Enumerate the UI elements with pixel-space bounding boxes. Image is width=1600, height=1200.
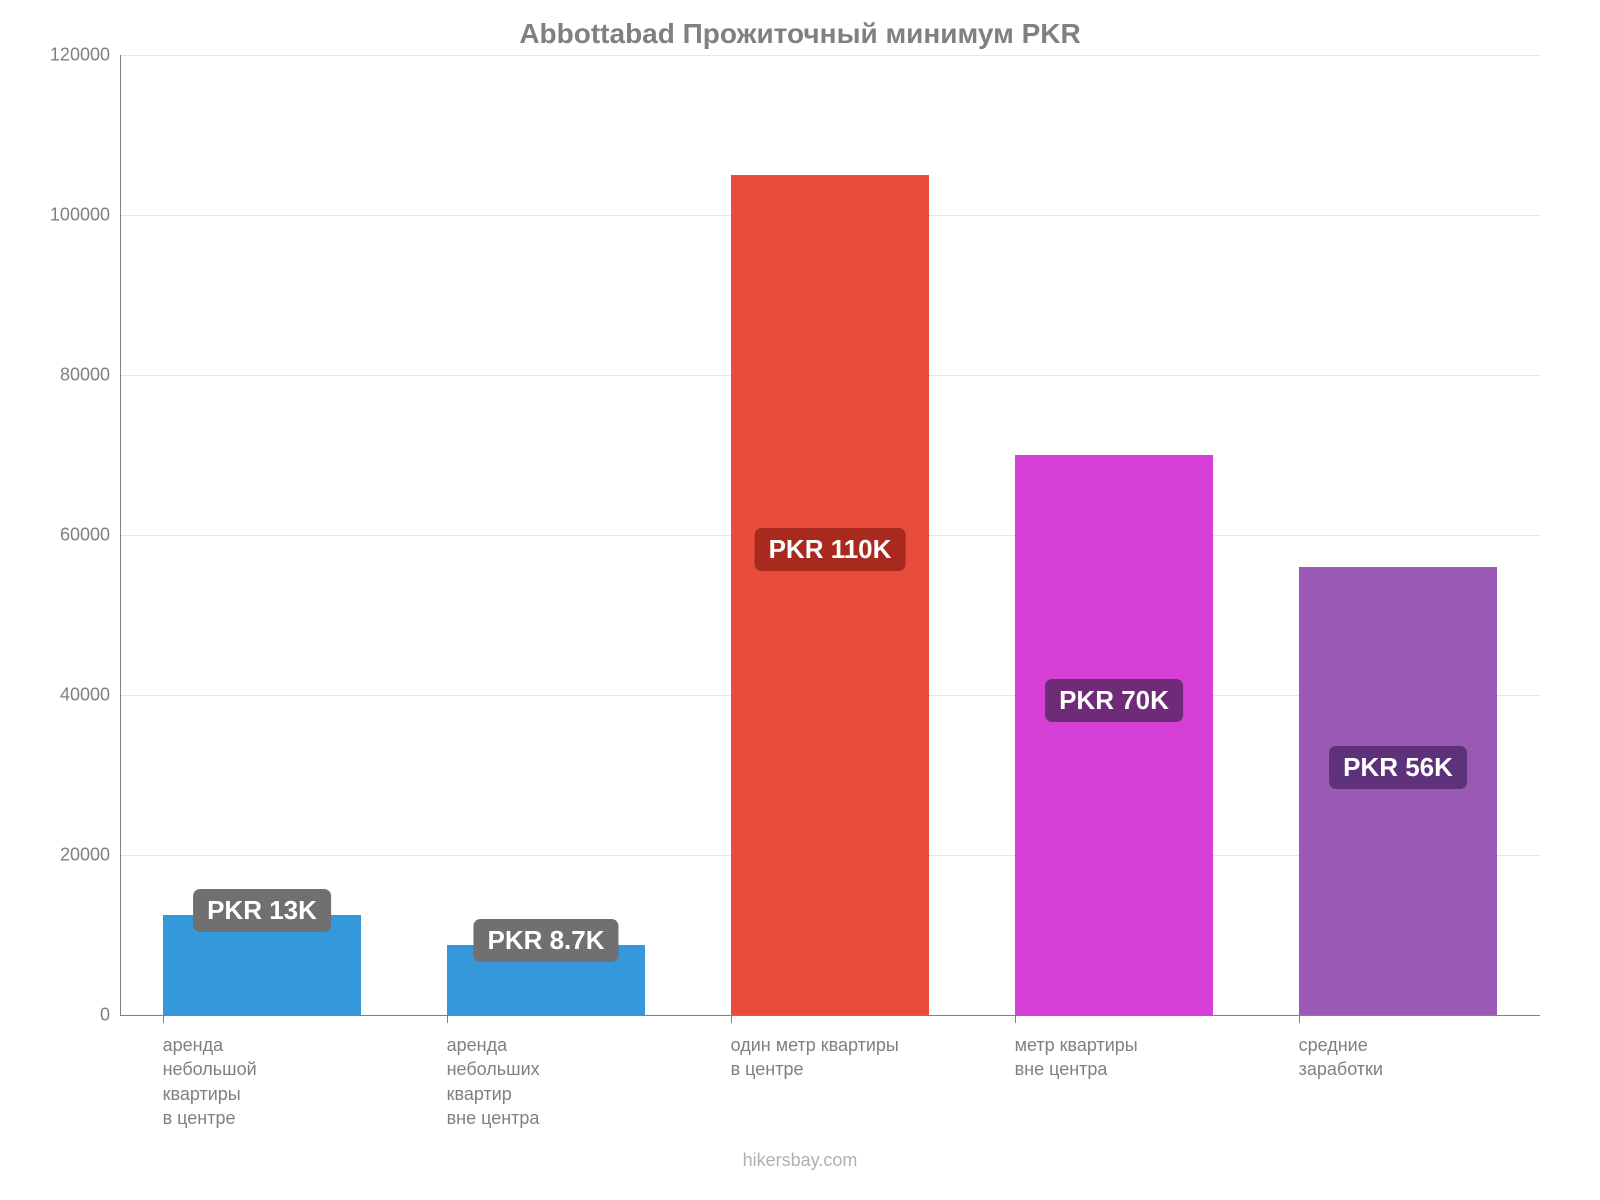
y-axis-line bbox=[120, 55, 121, 1015]
y-tick-label: 100000 bbox=[30, 205, 110, 226]
attribution: hikersbay.com bbox=[0, 1150, 1600, 1171]
y-tick-label: 60000 bbox=[30, 525, 110, 546]
gridline bbox=[120, 55, 1540, 56]
value-badge: PKR 8.7K bbox=[473, 919, 618, 962]
x-category-label: средниезаработки bbox=[1299, 1033, 1555, 1082]
bar bbox=[1299, 567, 1498, 1015]
bar bbox=[731, 175, 930, 1015]
x-tick bbox=[163, 1015, 164, 1023]
x-category-label: аренданебольшойквартирыв центре bbox=[163, 1033, 419, 1130]
plot-area: 020000400006000080000100000120000PKR 13K… bbox=[120, 55, 1540, 1015]
value-badge: PKR 110K bbox=[755, 528, 906, 571]
x-axis-line bbox=[120, 1015, 1540, 1016]
value-badge: PKR 70K bbox=[1045, 679, 1183, 722]
x-tick bbox=[447, 1015, 448, 1023]
y-tick-label: 20000 bbox=[30, 845, 110, 866]
x-category-label: метр квартирывне центра bbox=[1015, 1033, 1271, 1082]
value-badge: PKR 56K bbox=[1329, 746, 1467, 789]
bar bbox=[1015, 455, 1214, 1015]
x-tick bbox=[731, 1015, 732, 1023]
x-category-label: аренданебольшихквартирвне центра bbox=[447, 1033, 703, 1130]
y-tick-label: 120000 bbox=[30, 45, 110, 66]
x-category-label: один метр квартирыв центре bbox=[731, 1033, 987, 1082]
x-tick bbox=[1015, 1015, 1016, 1023]
y-tick-label: 0 bbox=[30, 1005, 110, 1026]
chart-title: Abbottabad Прожиточный минимум PKR bbox=[0, 18, 1600, 50]
y-tick-label: 80000 bbox=[30, 365, 110, 386]
y-tick-label: 40000 bbox=[30, 685, 110, 706]
value-badge: PKR 13K bbox=[193, 889, 331, 932]
chart-container: Abbottabad Прожиточный минимум PKR 02000… bbox=[0, 0, 1600, 1200]
x-tick bbox=[1299, 1015, 1300, 1023]
